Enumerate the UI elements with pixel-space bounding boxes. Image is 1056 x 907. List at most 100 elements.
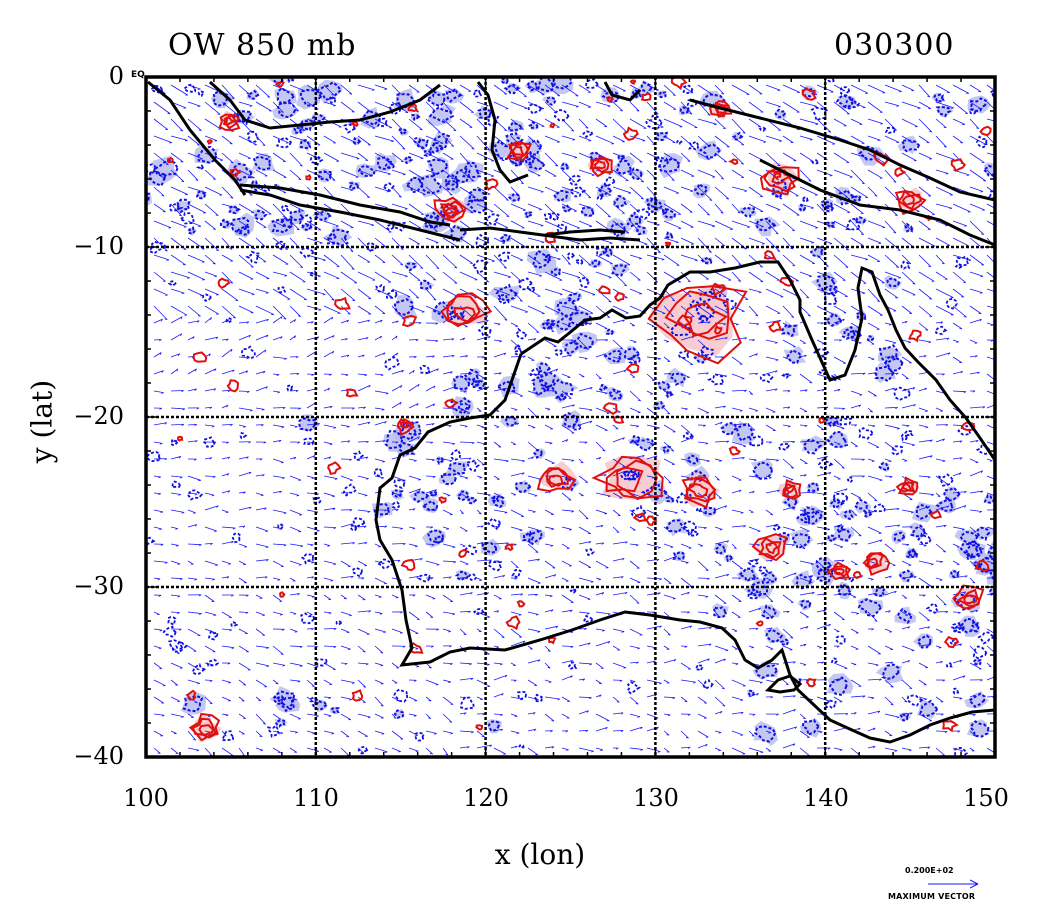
x-axis-label: x (lon) <box>494 838 586 871</box>
positive-contour <box>198 724 215 737</box>
wind-vector <box>561 730 569 733</box>
wind-vector <box>493 203 510 217</box>
wind-vector <box>544 339 557 348</box>
wind-vector <box>799 643 807 647</box>
wind-vector <box>527 305 545 315</box>
wind-vector <box>459 118 473 128</box>
wind-vector <box>255 507 267 511</box>
wind-vector <box>799 339 806 344</box>
negative-contour <box>969 108 977 115</box>
negative-contour <box>167 280 177 287</box>
wind-vector <box>391 543 406 546</box>
wind-vector <box>884 135 900 143</box>
wind-vector <box>238 543 248 548</box>
wind-vector <box>272 237 289 250</box>
negative-shade <box>606 217 633 240</box>
wind-vector <box>187 747 200 752</box>
wind-vector <box>969 186 984 193</box>
negative-contour <box>549 212 560 222</box>
negative-contour <box>481 541 498 554</box>
negative-contour <box>645 114 663 130</box>
wind-vector <box>374 373 384 377</box>
wind-vector <box>765 84 781 91</box>
wind-vector <box>782 708 796 715</box>
wind-vector <box>884 661 894 664</box>
wind-vector <box>425 713 432 719</box>
positive-contour <box>728 446 742 456</box>
wind-vector <box>629 509 641 519</box>
wind-vector <box>306 594 315 598</box>
negative-contour <box>809 245 824 259</box>
wind-vector <box>323 101 336 107</box>
wind-vector <box>408 271 421 281</box>
negative-shade <box>46 148 58 157</box>
wind-vector <box>408 611 420 620</box>
wind-vector <box>595 441 606 452</box>
wind-vector <box>765 559 773 562</box>
negative-contour <box>277 523 284 530</box>
negative-contour <box>467 188 487 203</box>
wind-vector <box>204 611 217 616</box>
wind-vector <box>867 492 878 502</box>
wind-vector <box>187 560 194 565</box>
wind-vector <box>493 509 508 514</box>
wind-vector <box>714 169 724 180</box>
wind-vector <box>221 645 235 649</box>
wind-vector <box>289 509 302 516</box>
wind-vector <box>901 611 909 616</box>
wind-vector <box>493 322 501 326</box>
negative-shade <box>791 570 816 587</box>
wind-vector <box>850 390 863 396</box>
wind-vector <box>884 254 899 268</box>
wind-vector <box>952 254 972 262</box>
negative-contour <box>636 224 646 236</box>
wind-vector <box>799 626 809 630</box>
wind-vector <box>714 540 730 545</box>
negative-shade <box>559 162 570 171</box>
wind-vector <box>255 407 265 411</box>
wind-vector <box>255 576 268 579</box>
negative-shade <box>122 129 146 148</box>
negative-contour <box>821 199 833 209</box>
negative-contour <box>197 145 218 164</box>
negative-contour <box>791 532 811 550</box>
negative-shade <box>428 104 456 127</box>
wind-vector <box>289 319 296 324</box>
wind-vector <box>680 135 694 148</box>
wind-vector <box>527 509 536 513</box>
wind-vector <box>714 390 725 394</box>
wind-vector <box>272 490 282 494</box>
negative-contour <box>352 517 366 530</box>
wind-vector <box>306 475 315 479</box>
negative-contour <box>531 249 553 269</box>
wind-vector <box>612 135 625 143</box>
wind-vector <box>663 645 670 650</box>
wind-vector <box>272 577 281 581</box>
wind-vector <box>782 628 794 639</box>
positive-contour <box>509 140 530 159</box>
positive-contour <box>605 459 658 501</box>
negative-contour <box>721 298 737 311</box>
wind-vector <box>663 679 670 684</box>
negative-contour <box>568 661 578 670</box>
negative-contour <box>701 679 714 690</box>
wind-vector <box>238 169 255 179</box>
wind-vector <box>833 84 846 92</box>
wind-vector <box>425 271 437 281</box>
wind-vector <box>204 368 217 375</box>
wind-vector <box>255 559 269 562</box>
wind-vector <box>884 101 899 107</box>
wind-vector <box>374 254 386 264</box>
wind-vector <box>374 458 385 463</box>
wind-vector <box>782 84 800 94</box>
wind-vector <box>204 237 219 252</box>
negative-contour <box>532 448 543 459</box>
wind-vector <box>408 203 424 215</box>
wind-vector <box>799 237 815 244</box>
wind-vector <box>714 271 732 281</box>
wind-vector <box>425 526 434 529</box>
negative-contour <box>582 614 594 623</box>
wind-vector <box>986 271 995 279</box>
wind-vector <box>510 640 526 647</box>
wind-vector <box>340 628 350 634</box>
